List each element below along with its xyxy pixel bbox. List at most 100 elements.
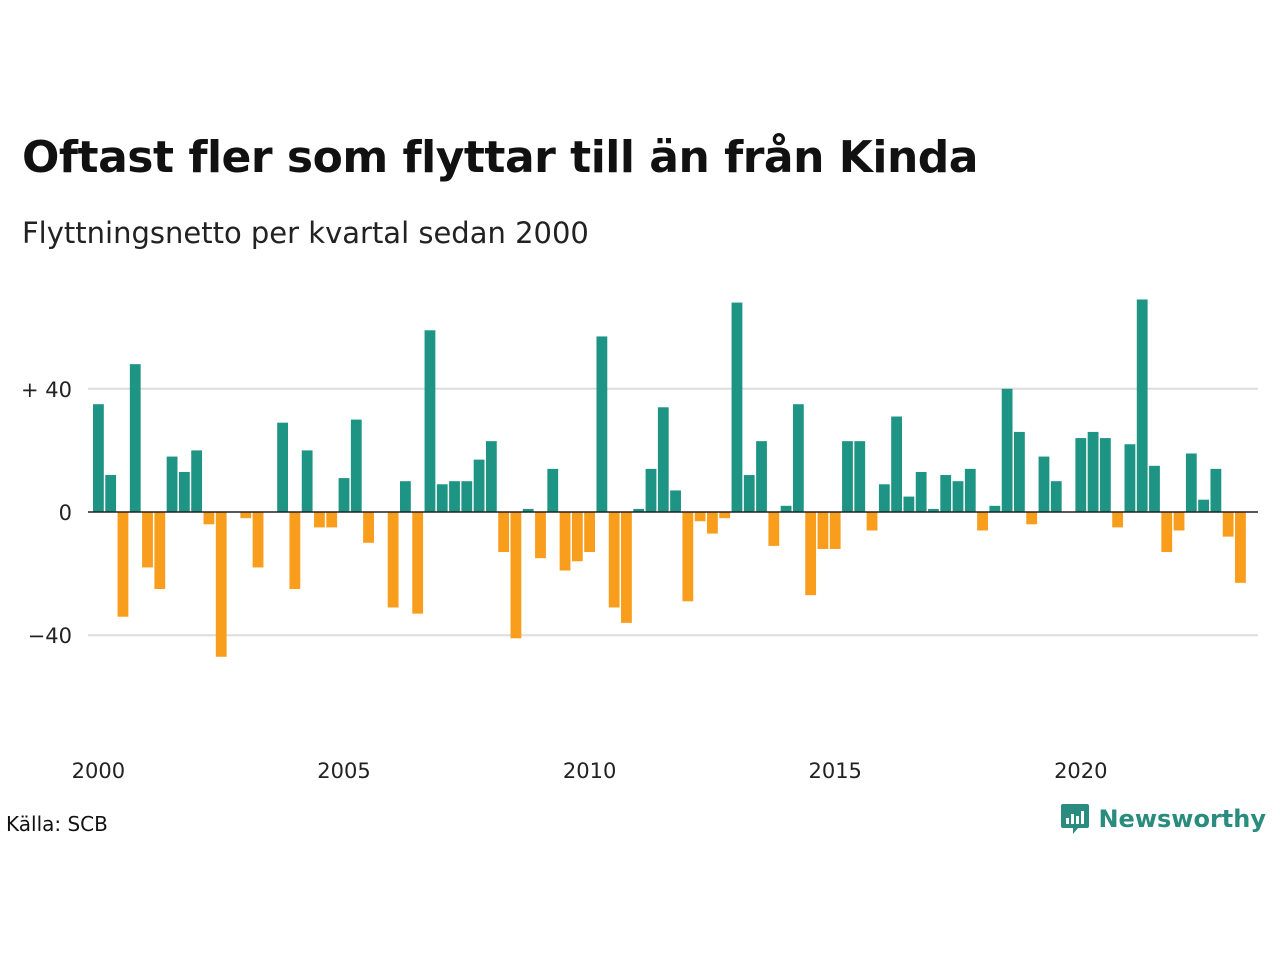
bar xyxy=(105,475,117,512)
bar xyxy=(866,512,878,531)
bar xyxy=(719,512,731,519)
bar xyxy=(522,508,534,512)
bar xyxy=(547,468,559,512)
bar xyxy=(1210,468,1222,512)
bar-chart: + 40 0 −40 2000 2005 2010 2015 2020 xyxy=(21,299,1258,783)
bar xyxy=(989,505,1001,512)
bar xyxy=(792,404,804,512)
gridlines xyxy=(88,387,1258,637)
bar xyxy=(436,484,448,512)
bar xyxy=(1235,512,1246,583)
bar xyxy=(682,512,694,602)
bar xyxy=(952,481,964,512)
bar xyxy=(498,512,510,553)
bar xyxy=(1050,481,1062,512)
bar xyxy=(964,468,976,512)
chart-subtitle: Flyttningsnetto per kvartal sedan 2000 xyxy=(22,216,589,250)
bar xyxy=(940,475,952,512)
bar xyxy=(314,512,325,528)
y-tick-label: 0 xyxy=(59,501,72,525)
bar xyxy=(780,505,792,512)
x-tick-label: 2000 xyxy=(72,759,125,783)
y-axis-ticks: + 40 0 −40 xyxy=(21,378,72,648)
bar xyxy=(928,508,939,512)
source-note: Källa: SCB xyxy=(6,812,108,836)
bar xyxy=(817,512,829,549)
bar xyxy=(326,512,338,528)
bar xyxy=(1014,431,1025,512)
bar xyxy=(338,478,350,512)
brand-name: Newsworthy xyxy=(1098,805,1266,833)
bar xyxy=(1149,465,1160,512)
bar xyxy=(166,456,178,512)
bar xyxy=(633,508,645,512)
bar xyxy=(657,407,669,512)
bar xyxy=(731,302,743,512)
y-tick-label: + 40 xyxy=(21,378,72,402)
bar xyxy=(829,512,841,549)
bar xyxy=(93,404,104,512)
bar xyxy=(350,419,362,512)
bar xyxy=(1026,512,1038,525)
bar xyxy=(694,512,706,522)
bar xyxy=(277,422,288,512)
bar xyxy=(903,496,915,512)
bar xyxy=(473,459,485,512)
bar xyxy=(805,512,817,596)
bar xyxy=(596,336,608,512)
x-axis-ticks: 2000 2005 2010 2015 2020 xyxy=(72,759,1108,783)
bar xyxy=(842,441,853,512)
bar xyxy=(191,450,203,512)
x-tick-label: 2015 xyxy=(808,759,861,783)
bar xyxy=(1198,499,1209,512)
bar xyxy=(1099,438,1111,512)
bar xyxy=(535,512,546,559)
brand-logo: Newsworthy xyxy=(1060,802,1266,836)
bar xyxy=(756,441,767,512)
bar xyxy=(571,512,583,562)
bar xyxy=(1222,512,1234,537)
bar xyxy=(891,416,902,512)
bar xyxy=(854,441,866,512)
bar xyxy=(215,512,227,657)
bar xyxy=(915,471,927,512)
chart-title: Oftast fler som flyttar till än från Kin… xyxy=(22,132,978,183)
x-tick-label: 2020 xyxy=(1054,759,1107,783)
bar xyxy=(178,471,190,512)
bar xyxy=(1087,431,1099,512)
bar xyxy=(559,512,571,571)
bar xyxy=(584,512,595,553)
x-tick-label: 2010 xyxy=(563,759,616,783)
bar xyxy=(1001,388,1013,512)
bar xyxy=(424,330,436,512)
y-tick-label: −40 xyxy=(28,624,72,648)
bar xyxy=(608,512,620,608)
bar xyxy=(743,475,755,512)
bar xyxy=(142,512,153,568)
bar xyxy=(289,512,301,589)
bar xyxy=(252,512,264,568)
bar xyxy=(1124,444,1136,512)
bar xyxy=(240,512,252,519)
bar xyxy=(768,512,780,546)
bar xyxy=(1112,512,1124,528)
bar xyxy=(670,490,681,512)
bar xyxy=(412,512,424,614)
bar xyxy=(1038,456,1050,512)
bar xyxy=(1185,453,1197,512)
bar xyxy=(1161,512,1173,553)
bar xyxy=(461,481,473,512)
bar xyxy=(510,512,522,639)
bar xyxy=(154,512,166,589)
bar xyxy=(1075,438,1087,512)
x-tick-label: 2005 xyxy=(317,759,370,783)
bars xyxy=(93,299,1246,657)
bar xyxy=(621,512,632,623)
bar xyxy=(1136,299,1148,512)
bar xyxy=(117,512,129,617)
newsworthy-logo-icon xyxy=(1061,804,1090,834)
bar xyxy=(129,364,141,512)
bar xyxy=(485,441,497,512)
bar xyxy=(449,481,460,512)
bar xyxy=(707,512,718,534)
